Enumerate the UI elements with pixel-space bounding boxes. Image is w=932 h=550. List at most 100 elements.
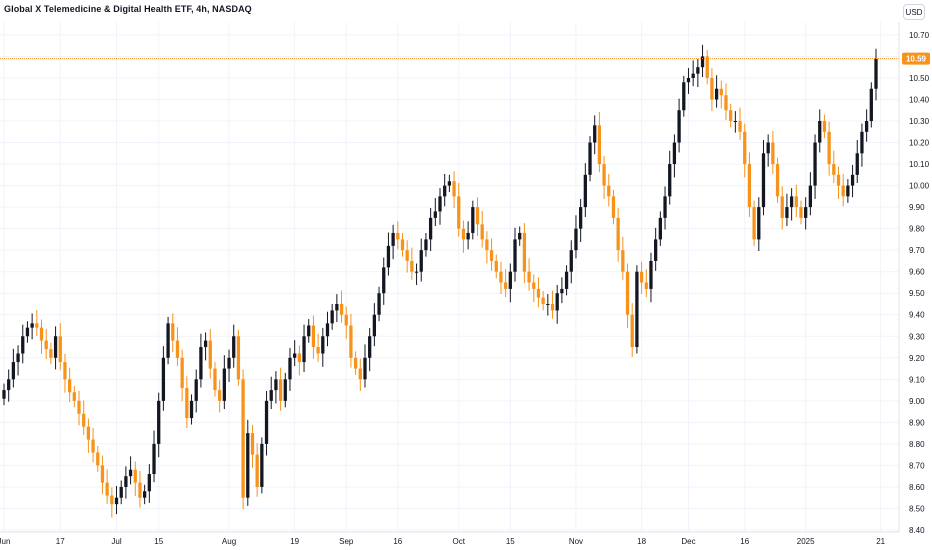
candle: [658, 211, 662, 246]
candle: [602, 155, 606, 199]
candle: [705, 49, 709, 85]
candle: [649, 252, 653, 303]
candle-body: [414, 271, 419, 273]
last-price-badge: [902, 52, 930, 65]
candle-body: [166, 323, 170, 358]
candle-body: [119, 486, 123, 498]
candle-body: [316, 347, 320, 354]
candle-body: [7, 379, 11, 391]
candle: [668, 150, 672, 205]
candle-body: [639, 271, 644, 283]
candle: [58, 322, 62, 371]
candle: [827, 121, 831, 176]
candle-body: [630, 314, 634, 348]
y-tick-label: 10.40: [909, 95, 930, 104]
candle-body: [269, 390, 273, 401]
candle: [410, 247, 414, 280]
candle-body: [771, 142, 775, 165]
candle-body: [16, 353, 20, 363]
candle-body: [536, 288, 541, 298]
candle: [743, 123, 747, 178]
candle-body: [349, 325, 353, 358]
x-tick-label: 18: [637, 537, 646, 546]
candle-body: [747, 164, 752, 208]
candle-body: [808, 185, 813, 208]
price-axis: 10.7010.6010.5010.4010.3010.2010.1010.00…: [909, 31, 930, 535]
candle-body: [518, 232, 522, 240]
candle-body: [766, 142, 770, 154]
candle-body: [63, 362, 67, 380]
candle-body: [25, 327, 30, 337]
y-tick-label: 10.10: [909, 160, 930, 169]
candle-body: [813, 142, 817, 186]
candle-body: [372, 314, 377, 337]
candle-body: [546, 303, 550, 305]
candle: [391, 224, 395, 260]
candle: [860, 123, 864, 167]
candle: [124, 466, 128, 499]
candle: [480, 210, 484, 248]
candle-body: [443, 185, 447, 197]
candle: [471, 200, 475, 240]
candle-body: [714, 88, 719, 100]
candle: [302, 324, 306, 373]
last-price-label: 10.59: [906, 55, 927, 64]
candle-body: [724, 95, 728, 111]
candle-body: [663, 196, 667, 218]
x-tick-label: Dec: [681, 537, 695, 546]
y-tick-label: 9.60: [909, 268, 925, 277]
candle-body: [386, 245, 391, 268]
candle: [588, 136, 592, 182]
candle: [232, 324, 236, 368]
candle: [110, 487, 114, 518]
candle: [311, 315, 316, 359]
time-axis: Jun 17 Jul 15 Aug 19 Sep 16 Oct 15 Nov 18 Dec 16 2025 2…: [0, 537, 886, 546]
chart-title: Global X Telemedicine & Digital Health E…: [4, 4, 252, 14]
candle-body: [72, 392, 76, 401]
candle-body: [494, 260, 498, 272]
candle-body: [133, 469, 137, 483]
candle-body: [124, 476, 128, 487]
candle-body: [171, 323, 175, 341]
candle-body: [194, 379, 198, 401]
candle: [147, 464, 151, 503]
x-tick-label: 17: [56, 537, 65, 546]
candle: [171, 313, 175, 353]
candle: [128, 456, 133, 485]
candle-body: [780, 196, 784, 218]
candle: [799, 200, 803, 225]
candle: [738, 107, 742, 140]
y-tick-label: 10.50: [909, 74, 930, 83]
candle-body: [302, 336, 306, 363]
candle: [700, 44, 705, 78]
candle-body: [799, 207, 803, 218]
y-tick-label: 8.40: [909, 526, 925, 535]
candle-body: [218, 390, 222, 401]
candle: [696, 59, 700, 88]
candle-body: [616, 217, 620, 251]
candle: [278, 367, 283, 411]
candle: [574, 215, 578, 259]
candle: [499, 261, 503, 295]
candle-body: [53, 336, 58, 358]
candle-body: [44, 340, 48, 350]
candle-body: [382, 267, 386, 294]
y-tick-label: 8.80: [909, 440, 925, 449]
currency-button[interactable]: USD: [903, 4, 925, 20]
x-tick-label: 19: [290, 537, 299, 546]
candle-body: [710, 77, 714, 100]
x-tick-label: Nov: [569, 537, 583, 546]
candle: [475, 197, 480, 236]
candle: [752, 200, 756, 246]
candle: [82, 400, 86, 435]
candle-body: [743, 131, 747, 165]
candle: [546, 294, 550, 316]
candle: [874, 48, 878, 101]
candle: [457, 183, 461, 237]
candle-body: [189, 400, 194, 419]
candle-body: [822, 121, 827, 132]
candle: [241, 369, 245, 510]
candle: [16, 345, 20, 376]
candle: [260, 437, 264, 494]
